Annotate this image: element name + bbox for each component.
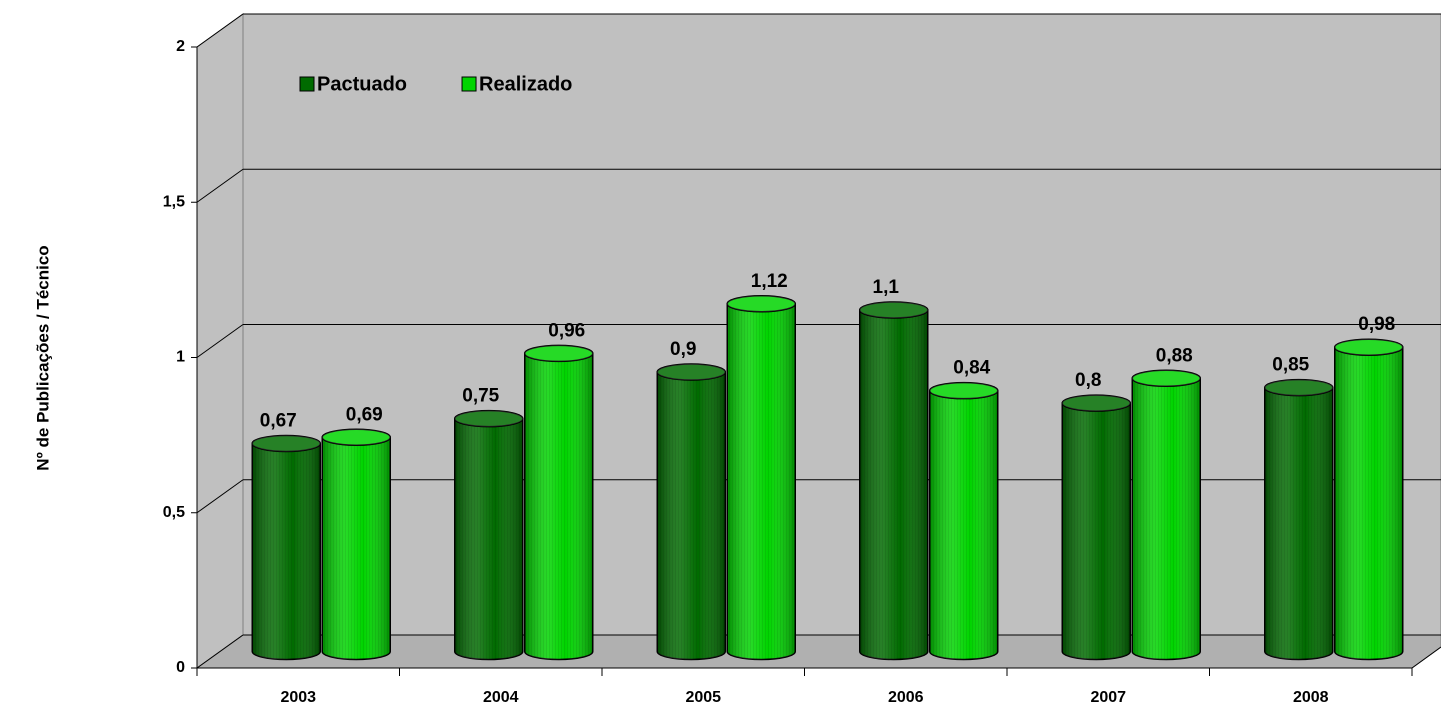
cylinder-top bbox=[454, 409, 524, 428]
cylinder bbox=[251, 434, 321, 661]
cylinder bbox=[1264, 378, 1334, 661]
cylinder bbox=[656, 363, 726, 661]
x-tick-label: 2008 bbox=[1293, 689, 1329, 706]
grid-line bbox=[196, 13, 244, 48]
cylinder-top bbox=[251, 434, 321, 453]
cylinder-top-light bbox=[322, 429, 391, 446]
cylinder bbox=[454, 409, 524, 661]
cylinder bbox=[859, 301, 929, 661]
legend-swatch bbox=[299, 76, 315, 92]
value-label: 0,88 bbox=[1156, 345, 1193, 366]
cylinder-top-light bbox=[859, 301, 928, 318]
grid-line bbox=[196, 324, 244, 358]
bar-stripes bbox=[859, 309, 928, 660]
cylinder bbox=[726, 294, 796, 661]
value-label: 0,85 bbox=[1272, 355, 1309, 376]
value-label: 0,67 bbox=[260, 410, 297, 431]
cylinder-top bbox=[1264, 378, 1334, 397]
cylinder-top bbox=[726, 294, 796, 313]
value-label: 0,75 bbox=[462, 386, 499, 407]
x-tick-label: 2007 bbox=[1090, 689, 1126, 706]
value-label: 0,84 bbox=[953, 358, 990, 379]
bar-stripes bbox=[1334, 347, 1403, 660]
legend-label: Realizado bbox=[479, 73, 572, 95]
cylinder-top-light bbox=[454, 410, 523, 427]
x-tick-label: 2006 bbox=[888, 689, 924, 706]
grid-line bbox=[196, 168, 244, 203]
cylinder-top-light bbox=[929, 382, 998, 399]
cylinder-top bbox=[656, 363, 726, 381]
cylinder bbox=[321, 428, 391, 661]
cylinder-top bbox=[859, 301, 929, 319]
y-tick-label: 1,5 bbox=[163, 193, 185, 210]
bar-stripes bbox=[454, 418, 523, 660]
bar-stripes bbox=[1062, 403, 1131, 660]
bar-stripes bbox=[524, 353, 593, 660]
value-label: 1,12 bbox=[751, 271, 788, 292]
value-label: 0,69 bbox=[346, 404, 383, 425]
value-label: 1,1 bbox=[873, 277, 900, 298]
value-label: 0,96 bbox=[548, 320, 585, 341]
cylinder-top bbox=[321, 428, 391, 447]
y-tick-label: 2 bbox=[176, 38, 185, 55]
value-label: 0,98 bbox=[1358, 314, 1395, 335]
cylinder-top bbox=[1061, 394, 1131, 412]
grid-line bbox=[196, 634, 244, 669]
value-label: 0,9 bbox=[670, 339, 696, 360]
y-axis-label: Nº de Publicações / Técnico bbox=[33, 245, 52, 470]
bar-stripes bbox=[252, 443, 321, 660]
y-tick-label: 0 bbox=[176, 659, 185, 676]
cylinder-top bbox=[929, 381, 999, 400]
x-tick-label: 2004 bbox=[483, 689, 519, 706]
cylinder-top-light bbox=[524, 345, 593, 362]
grid-line bbox=[196, 479, 244, 514]
bar-stripes bbox=[727, 303, 796, 660]
y-tick-label: 1 bbox=[176, 349, 185, 366]
bar-stripes bbox=[1132, 378, 1201, 660]
x-axis-depth bbox=[1411, 646, 1441, 669]
cylinder bbox=[1061, 394, 1131, 661]
cylinder-top-light bbox=[252, 435, 321, 452]
cylinder-top bbox=[1131, 369, 1201, 388]
cylinder-top-light bbox=[727, 295, 796, 312]
cylinder bbox=[1131, 369, 1201, 661]
value-label: 0,8 bbox=[1075, 370, 1101, 391]
bar-stripes bbox=[929, 390, 998, 660]
bar-stripes bbox=[657, 372, 726, 660]
x-tick-label: 2005 bbox=[685, 689, 721, 706]
cylinder-top bbox=[1334, 338, 1404, 356]
bar-stripes bbox=[322, 437, 391, 660]
cylinder-top-light bbox=[1132, 370, 1201, 387]
cylinder bbox=[524, 344, 594, 661]
cylinder bbox=[929, 381, 999, 661]
bar-stripes bbox=[1264, 387, 1333, 660]
legend-label: Pactuado bbox=[317, 73, 407, 95]
x-tick-label: 2003 bbox=[280, 689, 316, 706]
cylinder-top-light bbox=[1062, 395, 1131, 412]
cylinder-top-light bbox=[1264, 379, 1333, 396]
cylinder bbox=[1334, 338, 1404, 661]
y-tick-label: 0,5 bbox=[163, 504, 185, 521]
cylinder-top bbox=[524, 344, 594, 363]
cylinder-top-light bbox=[1334, 339, 1403, 356]
legend-swatch bbox=[461, 76, 477, 92]
cylinder-top-light bbox=[657, 364, 726, 381]
